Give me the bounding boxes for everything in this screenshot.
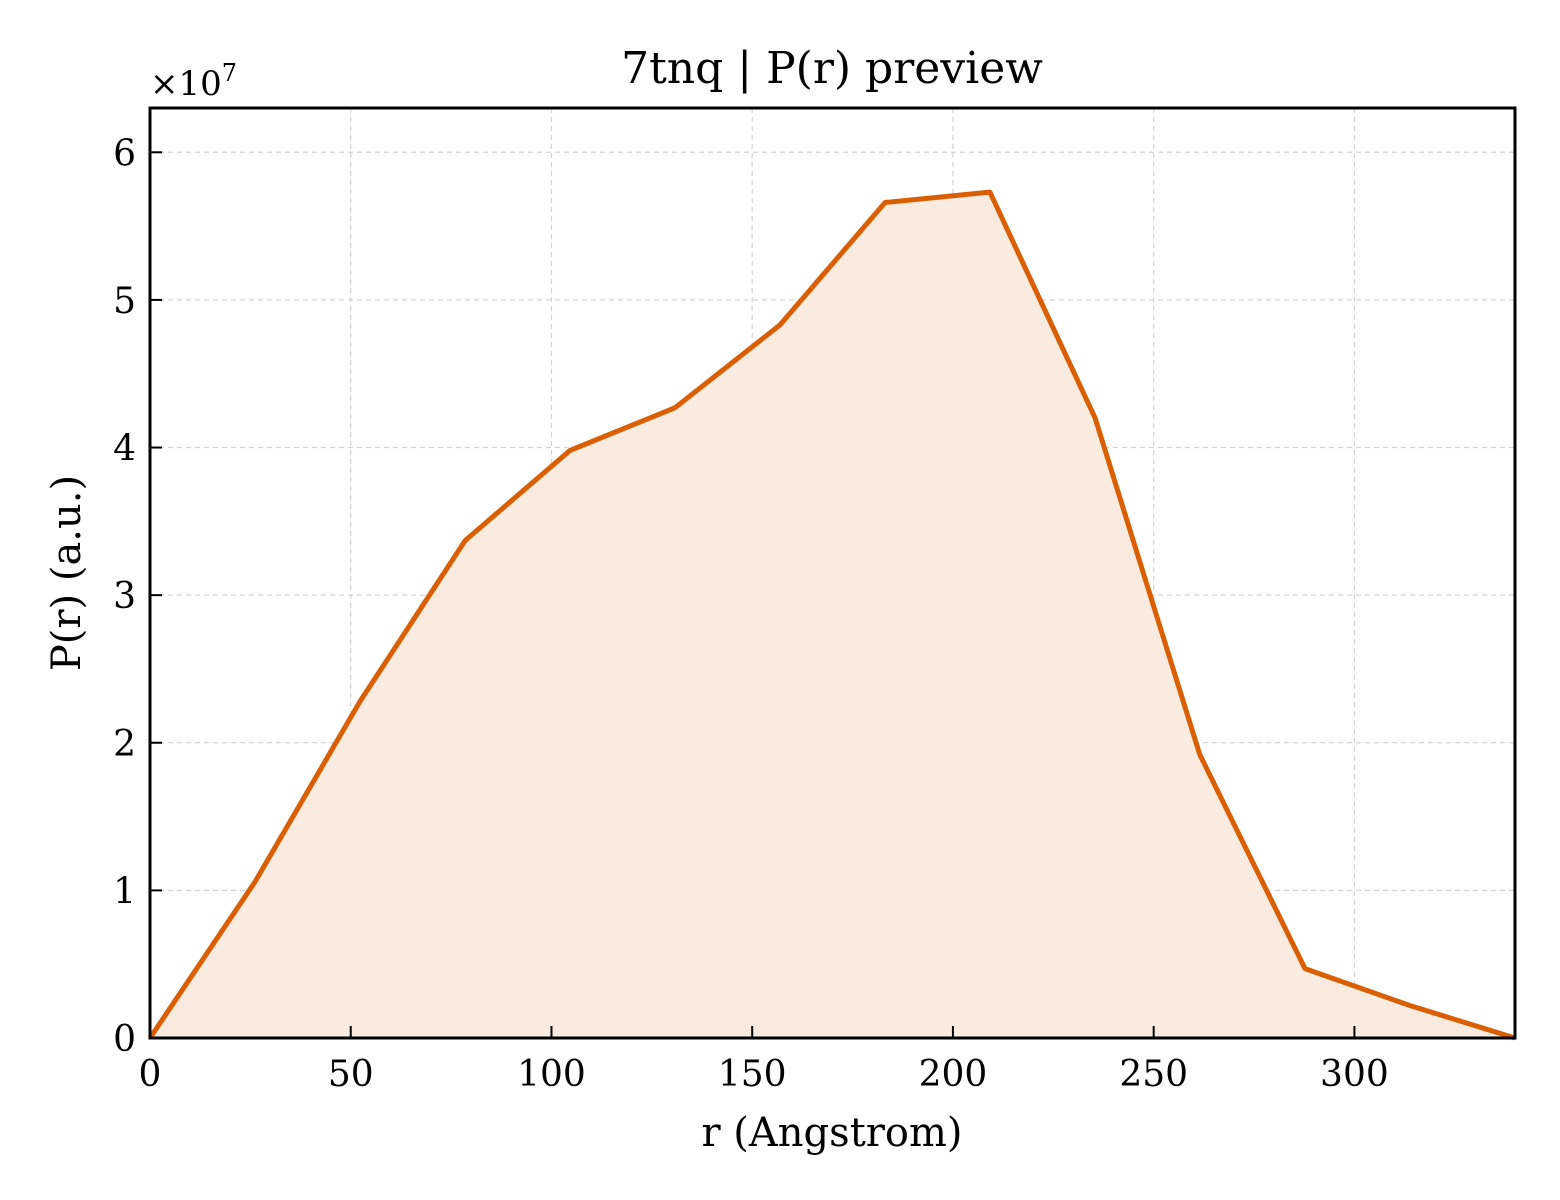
pr-area-fill <box>150 192 1515 1039</box>
x-axis-label: r (Angstrom) <box>701 1110 962 1156</box>
plot-frame <box>148 106 1517 1040</box>
x-tick-label: 150 <box>718 1054 787 1095</box>
y-tick-label: 4 <box>113 429 136 470</box>
pr-series-line <box>147 189 1516 1041</box>
x-tick-label: 200 <box>919 1054 988 1095</box>
y-tick-label: 0 <box>113 1019 136 1060</box>
y-tick-label: 3 <box>113 576 136 617</box>
y-axis-label: P(r) (a.u.) <box>44 475 90 671</box>
x-tick-label: 250 <box>1119 1054 1188 1095</box>
y-tick-label: 6 <box>113 133 136 174</box>
x-tick-label: 50 <box>328 1054 374 1095</box>
y-tick-label: 2 <box>113 724 136 765</box>
y-multiplier-exponent: 7 <box>222 59 237 87</box>
y-multiplier-base: ×10 <box>150 64 222 104</box>
chart-title: 7tnq | P(r) preview <box>621 43 1043 94</box>
x-tick-label: 100 <box>517 1054 586 1095</box>
x-tick-label: 300 <box>1320 1054 1389 1095</box>
y-tick-label: 1 <box>113 871 136 912</box>
x-tick-label: 0 <box>139 1054 162 1095</box>
y-tick-label: 5 <box>113 281 136 322</box>
axis-ticks: 0 50 100 150 200 250 300 0 1 2 3 4 5 6 <box>113 133 1389 1095</box>
y-multiplier: ×107 <box>150 59 237 104</box>
